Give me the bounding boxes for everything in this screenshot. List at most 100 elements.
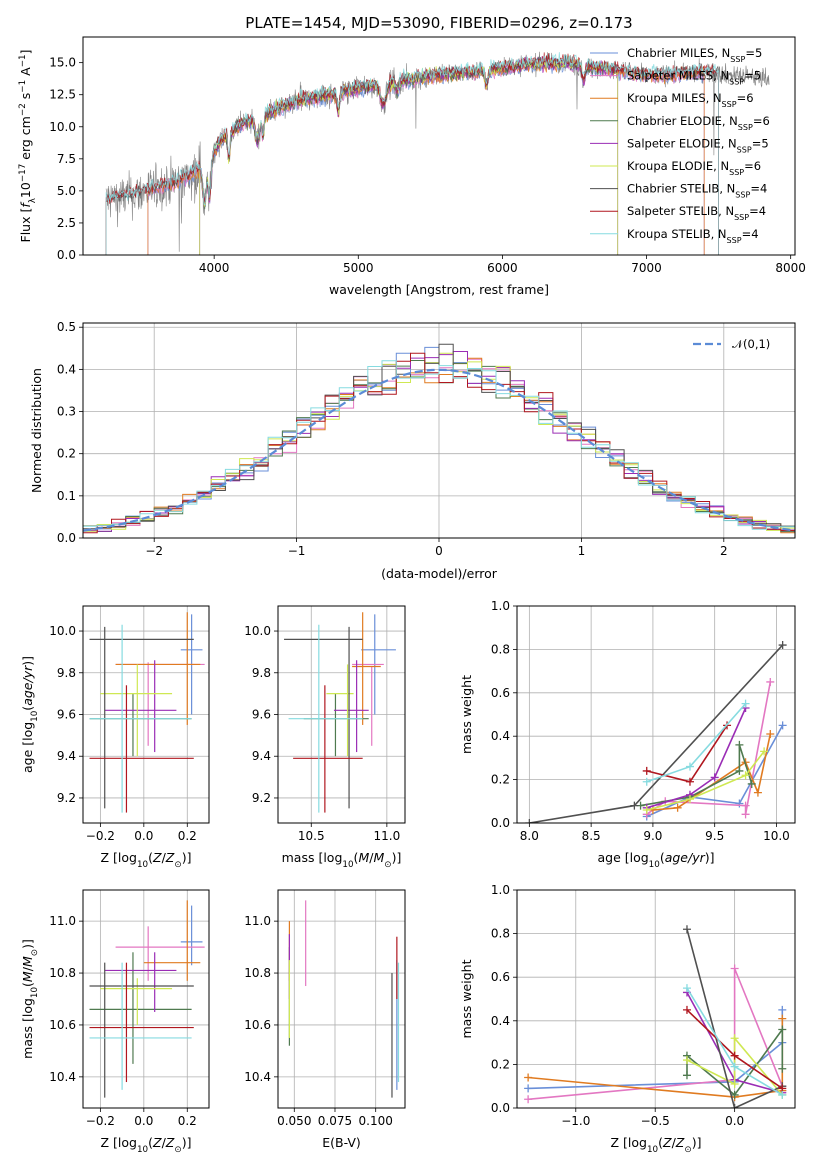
- age_vs_Z-axes: −0.2 0.0 0.2 9.2 9.4 9.6 9.8 10.0 Z [log10(Z/Z⊙)…: [20, 605, 210, 870]
- mass-weight-marker: [741, 771, 750, 780]
- mass_vs_ebv-frame: [277, 889, 406, 1109]
- model-spectrum-line: [147, 59, 705, 255]
- x-tick-label: 0.100: [359, 1114, 393, 1128]
- mass-weight-marker: [760, 747, 769, 756]
- mass-weight-marker: [524, 1073, 533, 1082]
- y-tick-label: 7.5: [57, 152, 76, 166]
- weight_vs_age-axes: 8.0 8.5 9.0 9.5 10.0 0.0 0.2 0.4 0.6 0.8 1.0 mass w…: [459, 599, 796, 870]
- mass-weight-marker: [525, 819, 534, 823]
- x-tick-label: 8.5: [582, 829, 601, 843]
- mass-weight-marker: [778, 1090, 787, 1099]
- mass_vs_Z-frame: [82, 889, 210, 1109]
- legend-label: Chabrier STELIB, NSSP=4: [627, 182, 767, 200]
- mass-weight-marker: [682, 925, 691, 934]
- mass-weight-marker: [730, 1090, 739, 1099]
- mass-vs-z-x-label: Z [log10(Z/Z⊙)]: [101, 1135, 192, 1155]
- x-tick-label: 5000: [343, 261, 374, 275]
- y-tick-label: 9.2: [57, 791, 76, 805]
- mass-weight-marker: [778, 1014, 787, 1023]
- model-spectrum-line: [105, 52, 719, 255]
- y-tick-label: 10.4: [49, 1070, 76, 1084]
- mass-weight-marker: [766, 677, 775, 686]
- y-tick-label: 9.4: [57, 749, 76, 763]
- spectrum-plot-area: [105, 51, 770, 255]
- y-tick-label: 10.0: [49, 624, 76, 638]
- spectrum-y-label: Flux [fλ10−17 erg cm−2 s−1 A−1]: [18, 50, 38, 243]
- y-tick-label: 5.0: [57, 184, 76, 198]
- y-tick-label: 0.2: [57, 447, 76, 461]
- spectrum-title: PLATE=1454, MJD=53090, FIBERID=0296, z=0…: [245, 14, 632, 32]
- y-tick-label: 0.3: [57, 405, 76, 419]
- x-tick-label: 0.2: [178, 829, 197, 843]
- mass-weight-line: [646, 750, 765, 811]
- mass-weight-marker: [778, 1025, 787, 1034]
- mass-vs-z-y-label: mass [log10(M/M⊙)]: [20, 939, 40, 1059]
- mass-weight-marker: [642, 766, 651, 775]
- model-spectrum-line: [147, 58, 705, 255]
- y-tick-label: 10.4: [244, 1070, 271, 1084]
- mass-weight-marker: [730, 1062, 739, 1071]
- age-vs-z-y-label: age [log10(age/yr)]: [20, 656, 40, 773]
- mass_vs_ebv-plot-area: [278, 890, 405, 1108]
- legend-label: Kroupa MILES, NSSP=6: [627, 91, 754, 109]
- weight_vs_Z-frame: [516, 889, 796, 1109]
- mass-weight-marker: [710, 773, 719, 782]
- spectrum-axes: 4000 5000 6000 7000 8000 0.0 2.5 5.0 7.5 10.0 12.5…: [18, 14, 806, 297]
- x-tick-label: −0.2: [86, 829, 115, 843]
- legend-label: Salpeter MILES, NSSP=5: [627, 69, 761, 87]
- y-tick-label: 0.0: [57, 248, 76, 262]
- y-tick-label: 10.0: [244, 624, 271, 638]
- mass-weight-marker: [730, 964, 739, 973]
- mass-weight-line: [646, 681, 772, 815]
- x-tick-label: 1: [578, 544, 586, 558]
- residuals-legend: 𝒩(0,1): [693, 337, 770, 351]
- residuals-y-label: Normed distribution: [29, 368, 44, 493]
- y-tick-label: 10.6: [49, 1018, 76, 1032]
- mass-weight-marker: [642, 777, 651, 786]
- mass-weight-marker: [741, 801, 750, 810]
- y-tick-label: 9.8: [57, 666, 76, 680]
- residuals-axes: −2 −1 0 1 2 0.0 0.1 0.2 0.3 0.4 0.5 (data-model)/er…: [29, 320, 796, 581]
- age_vs_Z-frame: [82, 605, 210, 824]
- mass-weight-line: [646, 707, 747, 809]
- x-tick-label: 0.0: [134, 1114, 153, 1128]
- mass-weight-marker: [642, 805, 651, 814]
- y-tick-label: 0.0: [491, 816, 510, 830]
- age_vs_mass-axes: 10.5 11.0 9.2 9.4 9.6 9.8 10.0 mass [log10(M/M⊙…: [244, 605, 406, 870]
- mass-weight-line: [646, 725, 784, 818]
- x-tick-label: 7000: [631, 261, 662, 275]
- y-tick-label: 11.0: [49, 914, 76, 928]
- y-tick-label: 9.4: [252, 749, 271, 763]
- model-spectrum-line: [147, 60, 705, 255]
- mass-weight-marker: [753, 788, 762, 797]
- x-tick-label: 9.0: [643, 829, 662, 843]
- mass-weight-marker: [778, 721, 787, 730]
- mass-weight-marker: [682, 1071, 691, 1080]
- mass-weight-marker: [730, 1034, 739, 1043]
- mass-weight-marker: [524, 1095, 533, 1104]
- spectrum-legend: Chabrier MILES, NSSP=5 Salpeter MILES, NS…: [590, 46, 770, 244]
- residuals-frame: [82, 322, 796, 539]
- y-tick-label: 1.0: [491, 883, 510, 897]
- y-tick-label: 0.8: [491, 927, 510, 941]
- x-tick-label: 0.0: [725, 1114, 744, 1128]
- x-tick-label: 8000: [775, 261, 806, 275]
- x-tick-label: −1.0: [561, 1114, 590, 1128]
- y-tick-label: 0.2: [491, 1057, 510, 1071]
- x-tick-label: 2: [720, 544, 728, 558]
- weight_vs_Z-y-label: mass weight: [459, 959, 474, 1038]
- mass_vs_Z-axes: −0.2 0.0 0.2 10.4 10.6 10.8 11.0 Z [log10(Z/Z⊙)…: [20, 889, 210, 1155]
- age_vs_mass-plot-area: [278, 606, 405, 823]
- x-tick-label: −1: [288, 544, 306, 558]
- model-spectrum-line: [105, 52, 719, 255]
- x-tick-label: 0: [435, 544, 443, 558]
- y-tick-label: 10.6: [244, 1018, 271, 1032]
- x-tick-label: 0.075: [318, 1114, 352, 1128]
- legend-label: 𝒩(0,1): [732, 337, 770, 351]
- mass-weight-marker: [778, 1064, 787, 1073]
- y-tick-label: 0.4: [491, 1014, 510, 1028]
- y-tick-label: 11.0: [244, 914, 271, 928]
- weight_vs_Z-axes: −1.0 −0.5 0.0 0.0 0.2 0.4 0.6 0.8 1.0 mass weight…: [459, 883, 796, 1155]
- y-tick-label: 0.0: [491, 1101, 510, 1115]
- residuals-x-label: (data-model)/error: [381, 566, 498, 581]
